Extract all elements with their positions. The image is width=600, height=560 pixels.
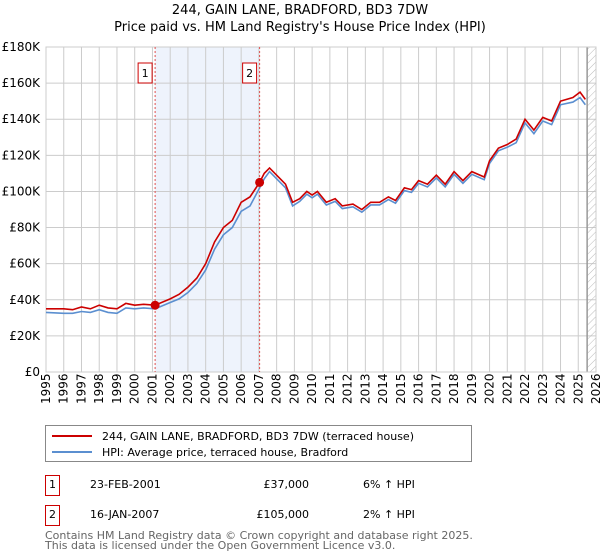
- transaction-marker: 1: [45, 475, 60, 496]
- transaction-row: 1 23-FEB-2001 £37,000 6% ↑ HPI: [45, 475, 465, 496]
- x-tick-label: 2009: [287, 373, 301, 404]
- transaction-hpi: 2% ↑ HPI: [363, 508, 415, 521]
- x-tick-label: 2008: [270, 373, 284, 404]
- x-tick-label: 2004: [199, 373, 213, 404]
- footer: Contains HM Land Registry data © Crown c…: [45, 529, 473, 552]
- legend: 244, GAIN LANE, BRADFORD, BD3 7DW (terra…: [45, 425, 472, 462]
- y-tick-label: £60K: [9, 257, 41, 271]
- sale-marker-label: 1: [142, 67, 149, 80]
- x-tick-label: 1997: [74, 373, 88, 404]
- transaction-price: £37,000: [263, 478, 310, 491]
- legend-label-property: 244, GAIN LANE, BRADFORD, BD3 7DW (terra…: [102, 429, 414, 443]
- chart-title: 244, GAIN LANE, BRADFORD, BD3 7DW: [171, 3, 429, 18]
- x-tick-label: 2005: [216, 373, 230, 404]
- sale-marker-box: [137, 62, 153, 84]
- x-tick-label: 2012: [341, 373, 355, 404]
- x-tick-label: 2024: [554, 373, 568, 404]
- x-tick-label: 1998: [92, 373, 106, 404]
- x-tick-label: 2016: [412, 373, 426, 404]
- plot-area: £0 £20K £40K £60K £80K £100K £120K £140K £160K £1…: [2, 40, 600, 404]
- y-tick-label: £40K: [9, 293, 41, 307]
- x-tick-label: 2020: [483, 373, 497, 404]
- footer-line: Contains HM Land Registry data © Crown c…: [45, 529, 473, 542]
- x-tick-label: 2022: [518, 373, 532, 404]
- y-tick-label: £0: [25, 365, 40, 379]
- footer-line: This data is licensed under the Open Gov…: [45, 539, 396, 552]
- forecast-hatch: [587, 47, 596, 372]
- transaction-hpi: 6% ↑ HPI: [363, 478, 415, 491]
- hpi-line: [45, 96, 586, 315]
- plot-frame: [45, 46, 597, 373]
- x-tick-label: 1999: [110, 373, 124, 404]
- transaction-date: 16-JAN-2007: [90, 508, 160, 521]
- x-tick-label: 2019: [465, 373, 479, 404]
- x-tick-label: 2018: [447, 373, 461, 404]
- y-tick-label: £100K: [2, 184, 42, 198]
- x-tick-label: 2007: [252, 373, 266, 404]
- x-tick-label: 2010: [305, 373, 319, 404]
- transaction-price: £105,000: [256, 508, 310, 521]
- y-tick-label: £160K: [2, 76, 42, 90]
- y-tick-label: £180K: [2, 40, 42, 54]
- property-price-line: [46, 91, 586, 311]
- sale-point: [150, 300, 160, 310]
- legend-swatch-property: [52, 435, 92, 437]
- legend-label-hpi: HPI: Average price, terraced house, Brad…: [102, 445, 349, 459]
- sale-marker-label: 2: [246, 67, 253, 80]
- y-tick-label: £20K: [9, 329, 41, 343]
- x-tick-label: 2001: [145, 373, 159, 404]
- x-tick-label: 2006: [234, 373, 248, 404]
- x-tick-label: 2025: [571, 373, 585, 404]
- x-tick-label: 2021: [500, 373, 514, 404]
- x-tick-label: 2015: [394, 373, 408, 404]
- transaction-marker: 2: [45, 505, 60, 526]
- x-tick-label: 2003: [181, 373, 195, 404]
- x-tick-label: 2014: [376, 373, 390, 404]
- x-tick-label: 2017: [429, 373, 443, 404]
- sale-point: [255, 177, 265, 187]
- chart-subtitle: Price paid vs. HM Land Registry's House …: [114, 20, 486, 35]
- transaction-date: 23-FEB-2001: [90, 478, 161, 491]
- x-tick-label: 1995: [39, 373, 53, 404]
- x-tick-label: 2013: [358, 373, 372, 404]
- x-tick-label: 1996: [57, 373, 71, 404]
- transaction-row: 2 16-JAN-2007 £105,000 2% ↑ HPI: [45, 505, 465, 526]
- x-tick-label: 2023: [536, 373, 550, 404]
- y-tick-label: £120K: [2, 148, 42, 162]
- y-tick-label: £80K: [9, 221, 41, 235]
- y-tick-label: £140K: [2, 112, 42, 126]
- sale-marker-box: [242, 62, 258, 84]
- ownership-shade: [155, 47, 260, 372]
- x-tick-label: 2026: [589, 373, 600, 404]
- x-tick-label: 2002: [163, 373, 177, 404]
- x-tick-label: 2011: [323, 373, 337, 404]
- legend-swatch-hpi: [52, 451, 92, 453]
- x-tick-label: 2000: [128, 373, 142, 404]
